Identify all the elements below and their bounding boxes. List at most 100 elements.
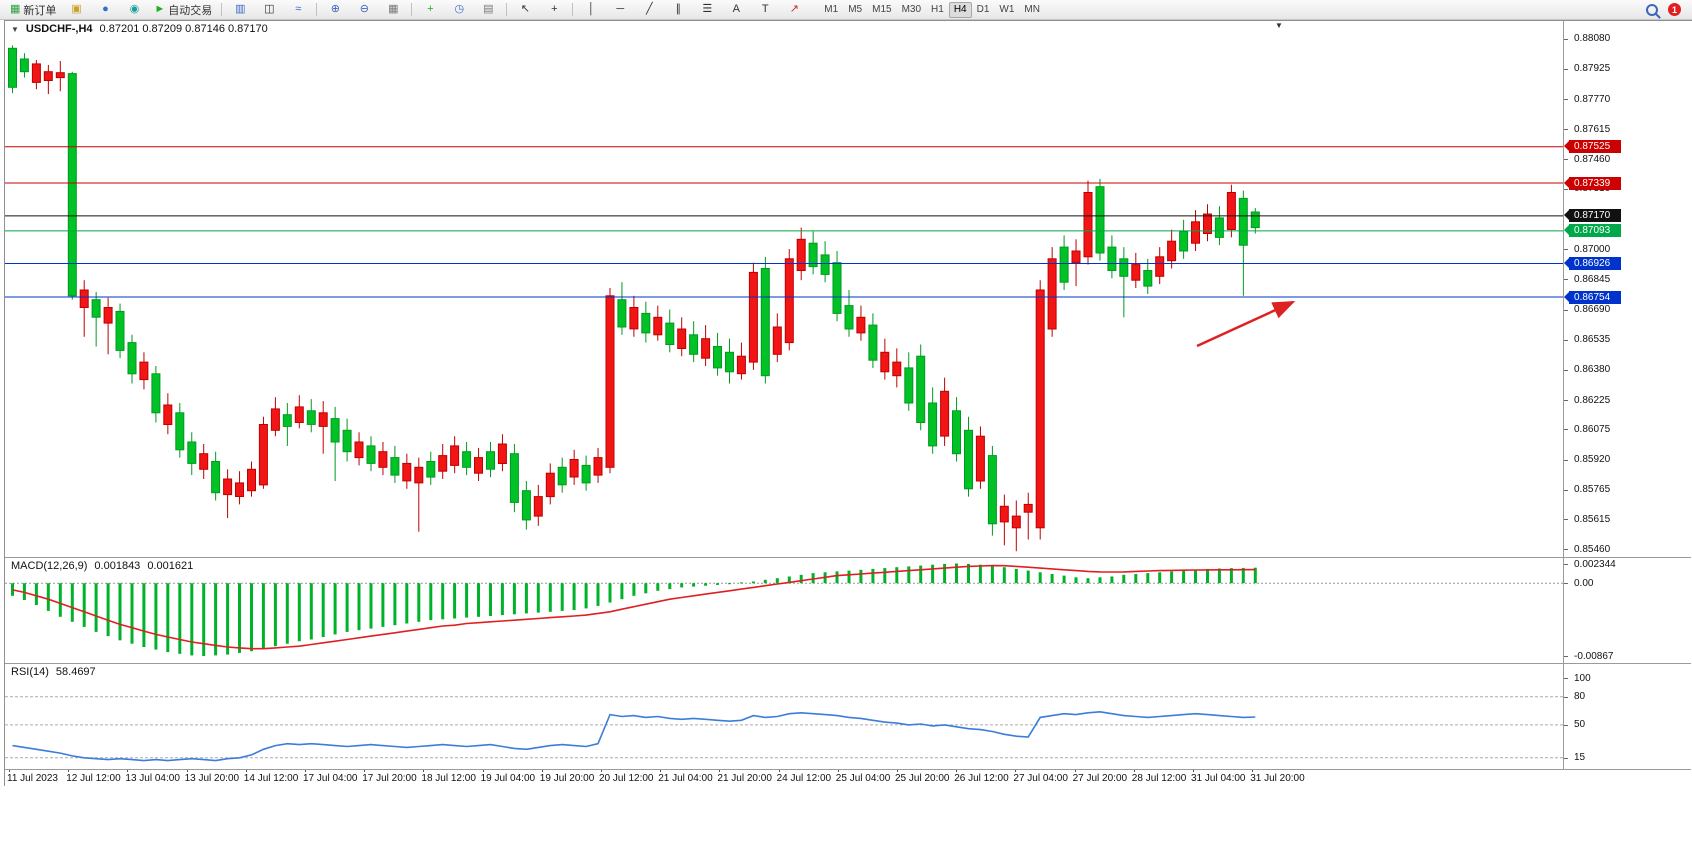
candlestick-chart-button[interactable]: ◫ [255, 0, 283, 19]
crosshair-button[interactable]: + [540, 0, 568, 19]
search-icon[interactable] [1646, 3, 1658, 16]
timeframe-button-H1[interactable]: H1 [931, 3, 944, 15]
zoom-in-button[interactable]: ⊕ [321, 0, 349, 19]
time-tick-mark [305, 769, 306, 772]
price-tick-mark [1564, 68, 1568, 70]
history-center-button[interactable]: ◉ [120, 0, 148, 19]
time-tick-label: 31 Jul 20:00 [1250, 773, 1305, 784]
price-badge-0.87339[interactable]: 0.87339 [1564, 176, 1621, 190]
pane-splitter-macd[interactable] [5, 557, 1691, 558]
toolbar: ▦ 新订单 ▣ ● ◉ ► 自动交易 ▥ ◫ ≈ ⊕ ⊖ ▦ + ◷ ▤ ↖ + │ ─ ╱ ∥ ☰ A T ↗ M1 M5 M15 M… [0, 0, 1692, 20]
new-order-button[interactable]: ▦ 新订单 [5, 0, 61, 19]
time-tick-label: 21 Jul 20:00 [717, 773, 772, 784]
tile-windows-icon: ▦ [388, 3, 399, 15]
vertical-line-icon: │ [587, 3, 595, 15]
time-tick-label: 18 Jul 12:00 [421, 773, 476, 784]
line-chart-icon: ≈ [295, 3, 302, 15]
macd-canvas[interactable] [5, 558, 1563, 663]
price-badge-0.86754[interactable]: 0.86754 [1564, 290, 1621, 304]
new-order-button-label: 新订单 [23, 4, 57, 17]
data-window-button[interactable]: ● [91, 0, 119, 19]
time-tick-mark [1193, 769, 1194, 772]
rsi-label: RSI(14) [11, 666, 49, 678]
timeframe-button-D1[interactable]: D1 [976, 3, 990, 15]
time-tick-label: 14 Jul 12:00 [243, 773, 299, 784]
chart-shift-marker[interactable]: ▼ [1275, 21, 1283, 30]
time-tick-label: 21 Jul 04:00 [658, 773, 713, 784]
bar-chart-button[interactable]: ▥ [226, 0, 254, 19]
tile-windows-button[interactable]: ▦ [379, 0, 407, 19]
trendline-icon: ╱ [645, 3, 653, 15]
price-badge-0.87525[interactable]: 0.87525 [1564, 140, 1621, 154]
candlestick-canvas[interactable] [5, 21, 1563, 557]
price-tick-label: 0.87000 [1574, 243, 1611, 255]
line-chart-button[interactable]: ≈ [284, 0, 312, 19]
price-tick-mark [1564, 159, 1568, 161]
price-tick-label: 0.86690 [1574, 304, 1611, 315]
templates-button[interactable]: ▤ [474, 0, 502, 19]
time-tick-mark [245, 769, 247, 772]
price-tick-mark [1564, 429, 1568, 431]
timeframe-button-M1[interactable]: M1 [824, 3, 839, 15]
timeframe-button-MN[interactable]: MN [1024, 3, 1040, 15]
price-tick-label: 0.88080 [1574, 33, 1611, 44]
fibonacci-button[interactable]: ☰ [693, 0, 721, 19]
periods-button[interactable]: ◷ [445, 0, 473, 19]
time-tick-mark [186, 769, 188, 772]
time-axis[interactable]: 11 Jul 2023 12 Jul 12:00 13 Jul 04:00 13 Ju… [5, 769, 1692, 787]
time-tick-mark [127, 769, 129, 772]
notification-badge[interactable]: 1 [1668, 3, 1681, 16]
price-badge-0.87170[interactable]: 0.87170 [1564, 209, 1621, 223]
time-tick-mark [837, 769, 839, 772]
collapse-icon[interactable]: ▼ [11, 24, 19, 34]
crosshair-icon: + [551, 3, 558, 15]
trendline-button[interactable]: ╱ [635, 0, 663, 19]
macd-pane[interactable]: MACD(12,26,9) 0.001843 0.001621 [5, 558, 1563, 663]
time-tick-label: 17 Jul 20:00 [362, 773, 417, 784]
timeframe-button-M5[interactable]: M5 [848, 3, 863, 15]
price-badge-0.86926[interactable]: 0.86926 [1564, 257, 1621, 270]
channel-button[interactable]: ∥ [664, 0, 692, 19]
price-tick-label: 0.86225 [1574, 394, 1611, 406]
time-tick-label: 31 Jul 04:00 [1191, 773, 1246, 784]
rsi-pane[interactable]: RSI(14) 58.4697 [5, 664, 1563, 769]
rsi-canvas[interactable] [5, 664, 1563, 769]
history-center-icon: ◉ [129, 3, 140, 15]
timeframe-button-W1[interactable]: W1 [999, 3, 1015, 15]
indicators-button[interactable]: + [416, 0, 444, 19]
price-tick-mark [1564, 549, 1568, 551]
price-tick-label: 0.86535 [1574, 334, 1611, 346]
horizontal-line-button[interactable]: ─ [606, 0, 634, 19]
price-pane[interactable]: ▼ USDCHF-,H4 0.87201 0.87209 0.87146 0.8… [5, 21, 1563, 557]
rsi-tick-label: 50 [1574, 719, 1586, 731]
mql-wizard-button[interactable]: ▣ [62, 0, 90, 19]
timeframe-button-H4[interactable]: H4 [948, 1, 972, 18]
chart-title: USDCHF-,H4 [25, 23, 93, 35]
zoom-out-button[interactable]: ⊖ [350, 0, 378, 19]
cursor-icon: ↖ [520, 3, 530, 15]
time-tick-mark [897, 769, 898, 772]
rsi-tick-mark [1564, 757, 1568, 759]
trend-arrow-annotation[interactable] [1196, 300, 1296, 348]
time-tick-mark [364, 769, 366, 772]
time-tick-mark [68, 769, 70, 772]
text-label-button[interactable]: T [751, 0, 779, 19]
wizard-icon: ▣ [71, 3, 82, 15]
cursor-button[interactable]: ↖ [511, 0, 539, 19]
time-tick-mark [1074, 769, 1076, 772]
vertical-line-button[interactable]: │ [577, 0, 605, 19]
price-badge-0.87093[interactable]: 0.87093 [1564, 224, 1621, 238]
macd-tick-label: -0.00867 [1574, 650, 1614, 662]
text-button[interactable]: A [722, 0, 750, 19]
pane-splitter-rsi[interactable] [5, 663, 1691, 664]
timeframe-button-M15[interactable]: M15 [872, 3, 892, 15]
arrows-button[interactable]: ↗ [780, 0, 808, 19]
toolbar-separator [411, 3, 413, 16]
macd-label: MACD(12,26,9) [11, 560, 88, 572]
time-tick-mark [423, 769, 425, 772]
auto-trading-button[interactable]: ► 自动交易 [149, 0, 217, 19]
price-tick-mark [1564, 279, 1568, 281]
time-tick-label: 13 Jul 20:00 [184, 773, 240, 784]
price-scale[interactable]: 0.88080 0.87925 0.87770 0.87615 0.87460 0.873… [1563, 21, 1692, 769]
timeframe-button-M30[interactable]: M30 [901, 3, 922, 15]
